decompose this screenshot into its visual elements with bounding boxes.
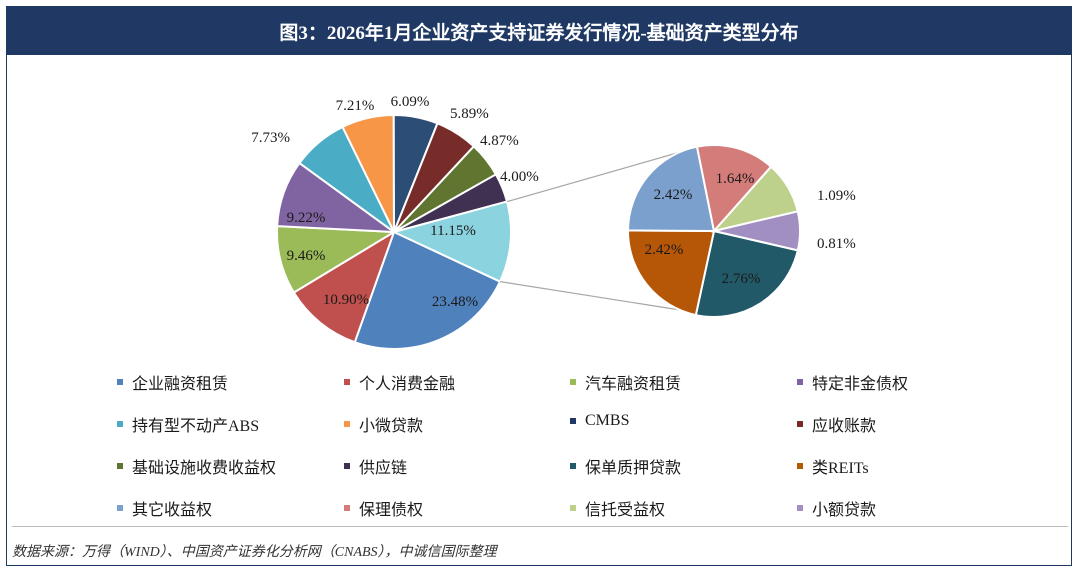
legend-item: 供应链 — [344, 454, 407, 478]
legend-swatch-icon — [797, 421, 803, 427]
secondary-pie-slice-3 — [695, 144, 773, 234]
secondary-pie-label: 2.76% — [722, 271, 761, 287]
main-pie-label: 4.00% — [500, 169, 539, 185]
legend-item: 保单质押贷款 — [570, 454, 681, 478]
chart-frame — [6, 6, 1072, 566]
legend-swatch-icon — [117, 505, 123, 511]
secondary-pie-label: 1.64% — [716, 171, 755, 187]
legend-swatch-icon — [344, 421, 350, 427]
legend-item: 特定非金债权 — [797, 370, 908, 394]
secondary-pie-slice-1 — [626, 229, 716, 317]
main-pie-label: 4.87% — [480, 133, 519, 149]
legend-label: 特定非金债权 — [812, 376, 909, 393]
legend-item: 小额贷款 — [797, 496, 876, 520]
main-pie-label: 23.48% — [432, 294, 478, 310]
main-pie-label: 5.89% — [450, 106, 489, 122]
legend-label: 类REITs — [812, 460, 869, 477]
legend-label: 供应链 — [359, 460, 408, 477]
legend-item: 小微贷款 — [344, 412, 423, 436]
legend-label: 个人消费金融 — [359, 376, 456, 393]
legend-item: CMBS — [570, 412, 629, 430]
legend-label: 小微贷款 — [359, 418, 424, 435]
main-pie-label: 10.90% — [323, 292, 369, 308]
source-note: 数据来源：万得（WIND）、中国资产证券化分析网（CNABS），中诚信国际整理 — [12, 545, 497, 560]
secondary-pie-label: 2.42% — [645, 242, 684, 258]
legend-swatch-icon — [344, 463, 350, 469]
legend-swatch-icon — [344, 505, 350, 511]
legend-item: 类REITs — [797, 454, 869, 478]
secondary-pie-slice-0 — [694, 229, 800, 318]
legend-item: 保理债权 — [344, 496, 423, 520]
main-pie-slice-1 — [292, 229, 396, 344]
secondary-pie-label: 0.81% — [817, 236, 856, 252]
legend-label: 企业融资租赁 — [132, 376, 229, 393]
main-pie-label: 11.15% — [430, 223, 476, 239]
legend-label: 保单质押贷款 — [585, 460, 682, 477]
legend-item: 持有型不动产ABS — [117, 412, 259, 436]
main-pie: 23.48% 10.90% 9.46% 9.22% 7.73% 7.21% 6.09% 5.8… — [251, 94, 539, 350]
main-pie-label: 6.09% — [391, 94, 430, 110]
legend-swatch-icon — [117, 421, 123, 427]
legend-item: 企业融资租赁 — [117, 370, 228, 394]
chart-title: 图3：2026年1月企业资产支持证券发行情况-基础资产类型分布 — [7, 7, 1071, 55]
connector-bottom — [499, 281, 681, 311]
legend-swatch-icon — [797, 379, 803, 385]
secondary-pie-label: 2.42% — [654, 187, 693, 203]
legend-item: 个人消费金融 — [344, 370, 455, 394]
legend-item: 基础设施收费收益权 — [117, 454, 276, 478]
legend-swatch-icon — [797, 463, 803, 469]
legend-label: 应收账款 — [812, 418, 877, 435]
legend-swatch-icon — [117, 463, 123, 469]
legend-swatch-icon — [570, 379, 576, 385]
secondary-pie: 2.76% 2.42% 2.42% 1.64% 1.09% 0.81% — [626, 144, 856, 318]
secondary-pie-label: 1.09% — [817, 188, 856, 204]
legend-label: CMBS — [585, 412, 630, 429]
legend-swatch-icon — [797, 505, 803, 511]
pie-connectors — [499, 146, 699, 311]
legend-item: 应收账款 — [797, 412, 876, 436]
legend-label: 其它收益权 — [132, 502, 213, 519]
legend-swatch-icon — [570, 463, 576, 469]
legend-item: 其它收益权 — [117, 496, 212, 520]
connector-top — [506, 146, 699, 203]
main-pie-slice-10 — [391, 200, 512, 283]
main-pie-label: 9.46% — [287, 248, 326, 264]
legend-label: 信托受益权 — [585, 502, 666, 519]
main-pie-label: 7.21% — [336, 98, 375, 114]
secondary-pie-slice-5 — [713, 210, 802, 252]
legend-label: 保理债权 — [359, 502, 424, 519]
legend-label: 持有型不动产ABS — [132, 418, 260, 435]
legend-label: 基础设施收费收益权 — [132, 460, 277, 477]
legend-swatch-icon — [117, 379, 123, 385]
legend-swatch-icon — [344, 379, 350, 385]
legend-label: 汽车融资租赁 — [585, 376, 682, 393]
legend-item: 汽车融资租赁 — [570, 370, 681, 394]
main-pie-slice-0 — [353, 230, 502, 350]
source-divider — [12, 526, 1068, 527]
main-pie-label: 9.22% — [287, 210, 326, 226]
legend-item: 信托受益权 — [570, 496, 665, 520]
legend-swatch-icon — [570, 505, 576, 511]
legend-swatch-icon — [570, 418, 576, 424]
secondary-pie-slice-2 — [626, 145, 716, 233]
main-pie-label: 7.73% — [251, 130, 290, 146]
legend-label: 小额贷款 — [812, 502, 877, 519]
